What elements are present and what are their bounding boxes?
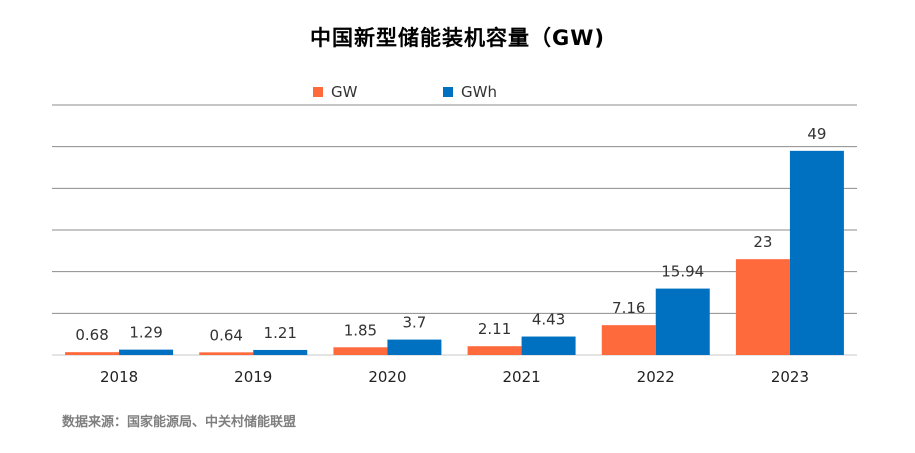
bar-gwh — [253, 349, 308, 355]
bar-gw — [735, 259, 790, 355]
data-label: 4.43 — [532, 311, 565, 329]
bar-gw — [65, 352, 120, 355]
data-label: 1.21 — [264, 324, 297, 342]
legend: GW GWh — [0, 83, 915, 103]
data-label: 7.16 — [612, 299, 645, 317]
data-label: 0.68 — [75, 326, 108, 344]
x-tick-label: 2018 — [100, 368, 138, 386]
data-label: 23 — [753, 233, 772, 251]
bar-gwh — [655, 288, 710, 355]
data-label: 49 — [807, 125, 826, 143]
legend-swatch-gwh — [443, 87, 453, 97]
legend-swatch-gw — [313, 87, 323, 97]
legend-item-gwh: GWh — [443, 83, 497, 101]
bar-gwh — [387, 339, 442, 355]
bar-gw — [199, 352, 254, 355]
data-label: 15.94 — [661, 263, 704, 281]
data-label: 1.85 — [344, 321, 377, 339]
chart-title: 中国新型储能装机容量（GW) — [310, 26, 605, 50]
bar-gwh — [789, 150, 844, 355]
x-tick-label: 2022 — [637, 368, 675, 386]
bar-gw — [333, 347, 388, 355]
x-tick-label: 2023 — [771, 368, 809, 386]
data-label: 2.11 — [478, 320, 511, 338]
x-tick-label: 2021 — [502, 368, 540, 386]
x-tick-label: 2020 — [368, 368, 406, 386]
legend-label-gw: GW — [331, 83, 358, 101]
source-note: 数据来源：国家能源局、中关村储能联盟 — [62, 415, 297, 430]
bar-gwh — [521, 336, 576, 355]
data-label: 1.29 — [129, 324, 162, 342]
data-label: 3.7 — [402, 314, 426, 332]
legend-label-gwh: GWh — [461, 83, 497, 101]
bar-gwh — [119, 349, 174, 355]
data-label: 0.64 — [210, 326, 243, 344]
legend-item-gw: GW — [313, 83, 357, 101]
bar-gw — [467, 346, 522, 355]
bar-gw — [601, 325, 656, 355]
x-tick-label: 2019 — [234, 368, 272, 386]
